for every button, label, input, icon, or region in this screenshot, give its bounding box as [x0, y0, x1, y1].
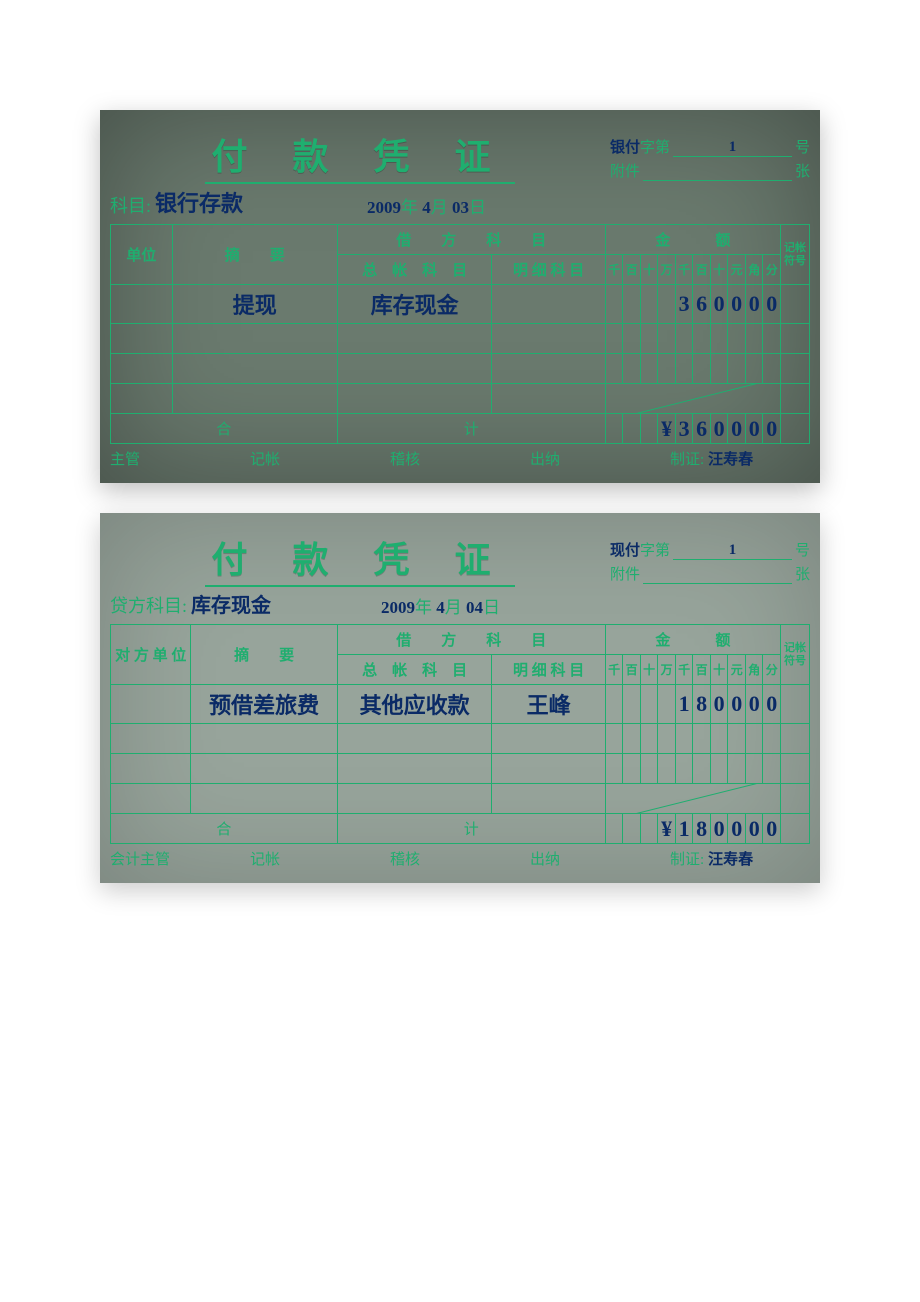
entry-row [111, 324, 810, 354]
voucher-title: 付 款 凭 证 [110, 128, 610, 184]
payment-voucher-2: 付 款 凭 证 现付 字第 1 号 附件 张 贷方科目: 库存现金 2009年 … [100, 513, 820, 883]
voucher-date: 2009年 4月 03日 [243, 193, 610, 218]
col-amount: 金 额 [605, 625, 780, 655]
total-row: 合 计 ¥ 1 8 0 0 0 0 [111, 814, 810, 844]
voucher-number: 1 [673, 139, 792, 157]
voucher-title: 付 款 凭 证 [110, 531, 610, 587]
col-ledger: 总 帐 科 目 [337, 655, 492, 685]
entry-row [111, 784, 810, 814]
col-unit: 对 方 单 位 [111, 625, 191, 685]
voucher-number: 1 [673, 542, 792, 560]
voucher-table: 对 方 单 位 摘 要 借 方 科 目 金 额 记帐符号 总 帐 科 目 明 细… [110, 624, 810, 844]
signature-row: 主管 记帐 稽核 出纳 制证:汪寿春 [110, 448, 810, 469]
col-ledger: 总 帐 科 目 [337, 255, 492, 285]
voucher-number-block: 银付 字第 1 号 附件 张 [610, 136, 810, 184]
col-debit: 借 方 科 目 [337, 225, 605, 255]
col-amount: 金 额 [605, 225, 780, 255]
voucher-date: 2009年 4月 04日 [271, 593, 610, 618]
entry-row: 提现 库存现金 3 6 0 0 0 0 [111, 285, 810, 324]
col-detail: 明 细 科 目 [492, 255, 605, 285]
total-row: 合 计 ¥ 3 6 0 0 0 0 [111, 414, 810, 444]
payment-voucher-1: 付 款 凭 证 银付 字第 1 号 附件 张 科目: 银行存款 2009年 4月… [100, 110, 820, 483]
entry-row: 预借差旅费 其他应收款 王峰 1 8 0 0 0 0 [111, 685, 810, 724]
credit-subject: 科目: 银行存款 [110, 186, 243, 218]
series-prefix: 银付 [610, 136, 640, 157]
col-detail: 明 细 科 目 [492, 655, 605, 685]
col-debit: 借 方 科 目 [337, 625, 605, 655]
col-mark: 记帐符号 [781, 625, 810, 685]
entry-row [111, 384, 810, 414]
credit-subject: 贷方科目: 库存现金 [110, 589, 271, 618]
series-prefix: 现付 [610, 539, 640, 560]
voucher-number-block: 现付 字第 1 号 附件 张 [610, 539, 810, 587]
col-unit: 单位 [111, 225, 173, 285]
voucher-table: 单位 摘 要 借 方 科 目 金 额 记帐符号 总 帐 科 目 明 细 科 目 … [110, 224, 810, 444]
col-summary: 摘 要 [172, 225, 337, 285]
entry-row [111, 354, 810, 384]
entry-row [111, 754, 810, 784]
attachment-count [643, 583, 792, 584]
entry-row [111, 724, 810, 754]
attachment-count [643, 180, 792, 181]
col-mark: 记帐符号 [780, 225, 809, 285]
col-summary: 摘 要 [191, 625, 337, 685]
signature-row: 会计主管 记帐 稽核 出纳 制证:汪寿春 [110, 848, 810, 869]
